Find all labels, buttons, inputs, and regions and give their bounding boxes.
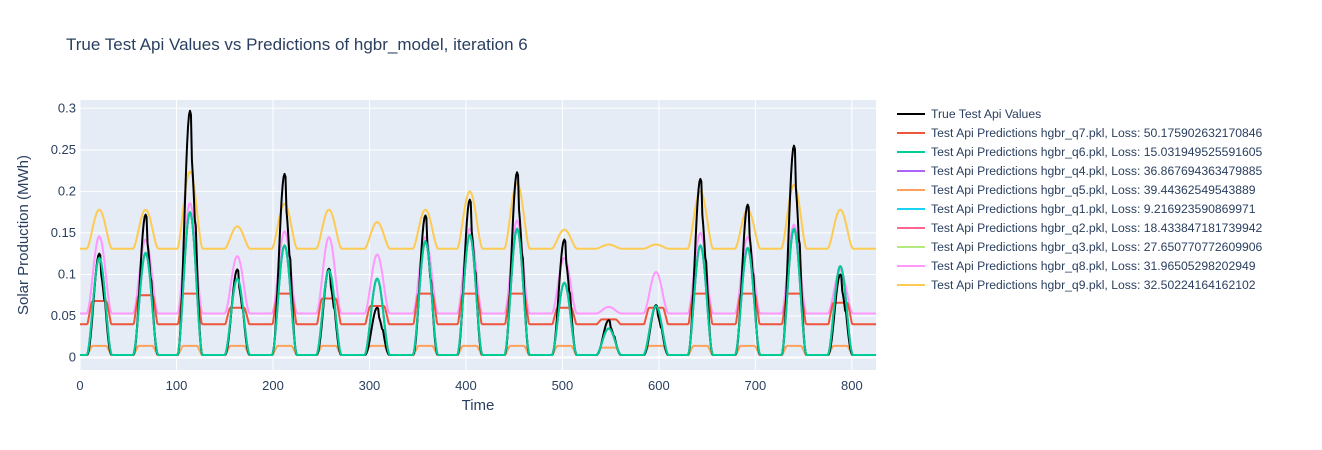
legend-label: Test Api Predictions hgbr_q2.pkl, Loss: … [931, 221, 1263, 235]
x-axis-title: Time [462, 397, 495, 414]
y-tick-label: 0.05 [51, 308, 76, 323]
x-tick-label: 100 [166, 378, 188, 393]
legend-label: Test Api Predictions hgbr_q4.pkl, Loss: … [931, 164, 1263, 178]
y-tick-label: 0.25 [51, 142, 76, 157]
y-tick-label: 0.2 [58, 183, 76, 198]
y-tick-label: 0.3 [58, 100, 76, 115]
y-tick-label: 0.15 [51, 225, 76, 240]
x-tick-label: 800 [841, 378, 863, 393]
x-tick-label: 700 [745, 378, 767, 393]
series-line-q9 [80, 170, 876, 250]
legend-label: Test Api Predictions hgbr_q3.pkl, Loss: … [931, 240, 1263, 254]
x-tick-label: 600 [648, 378, 670, 393]
y-ticks: 0 0.05 0.1 0.15 0.2 0.25 0.3 [51, 100, 76, 364]
legend-label: Test Api Predictions hgbr_q8.pkl, Loss: … [931, 259, 1256, 273]
series-layer [80, 109, 876, 357]
legend-label: Test Api Predictions hgbr_q1.pkl, Loss: … [931, 202, 1256, 216]
legend-label: Test Api Predictions hgbr_q9.pkl, Loss: … [931, 278, 1256, 292]
y-axis-title: Solar Production (MWh) [15, 155, 32, 315]
legend-label: Test Api Predictions hgbr_q6.pkl, Loss: … [931, 145, 1263, 159]
x-tick-label: 500 [552, 378, 574, 393]
x-ticks: 0 100 200 300 400 500 600 700 800 [76, 378, 862, 393]
legend-label: Test Api Predictions hgbr_q5.pkl, Loss: … [931, 183, 1256, 197]
x-tick-label: 0 [76, 378, 83, 393]
legend-label: True Test Api Values [931, 107, 1041, 121]
x-tick-label: 200 [262, 378, 284, 393]
legend-label: Test Api Predictions hgbr_q7.pkl, Loss: … [931, 126, 1263, 140]
series-line-q5 [80, 344, 876, 357]
y-tick-label: 0.1 [58, 266, 76, 281]
series-line-q6 [80, 211, 876, 357]
x-tick-label: 300 [359, 378, 381, 393]
legend: True Test Api Values Test Api Predictions… [897, 107, 1263, 292]
y-tick-label: 0 [69, 350, 76, 365]
chart-title: True Test Api Values vs Predictions of h… [66, 35, 528, 54]
x-tick-label: 400 [455, 378, 477, 393]
